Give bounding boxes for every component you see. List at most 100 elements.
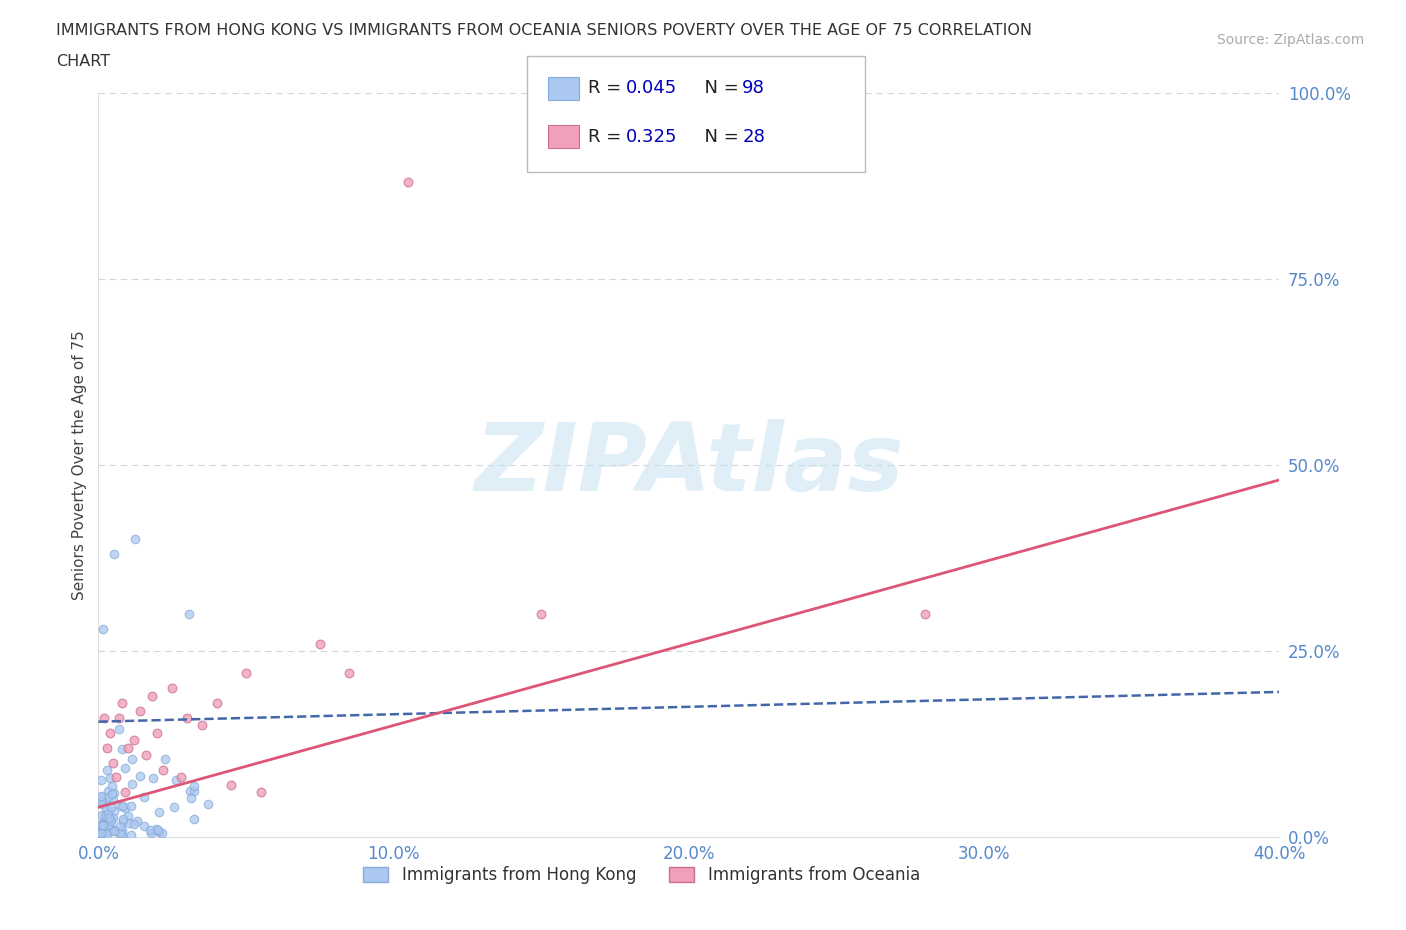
Point [97, 783, 120, 798]
Point [93, 817, 115, 832]
Point [101, 792, 124, 807]
Point [100, 800, 122, 815]
Text: Source: ZipAtlas.com: Source: ZipAtlas.com [1216, 33, 1364, 46]
Point [90, 793, 112, 808]
Point [914, 606, 936, 621]
Text: R =: R = [588, 79, 627, 98]
Point [90, 817, 112, 832]
Text: ZIPAtlas: ZIPAtlas [474, 419, 904, 511]
Point [152, 763, 174, 777]
Point [122, 733, 145, 748]
Point [97, 790, 120, 804]
Point [118, 816, 141, 830]
Point [110, 827, 132, 842]
Point [163, 800, 186, 815]
Text: N =: N = [693, 127, 745, 146]
Point [107, 722, 129, 737]
Point [90, 773, 112, 788]
Point [90, 826, 112, 841]
Point [148, 825, 170, 840]
Point [108, 818, 131, 833]
Point [148, 804, 170, 819]
Point [91, 817, 114, 832]
Point [97, 818, 120, 833]
Point [121, 751, 143, 766]
Point [114, 800, 136, 815]
Text: IMMIGRANTS FROM HONG KONG VS IMMIGRANTS FROM OCEANIA SENIORS POVERTY OVER THE AG: IMMIGRANTS FROM HONG KONG VS IMMIGRANTS … [56, 23, 1032, 38]
Point [162, 681, 183, 696]
Point [114, 761, 136, 776]
Point [98, 770, 121, 785]
Point [111, 742, 134, 757]
Point [120, 799, 142, 814]
Point [93, 711, 115, 725]
Point [97, 806, 120, 821]
Point [90, 825, 112, 840]
Point [98, 820, 121, 835]
Point [110, 828, 132, 843]
Point [309, 636, 332, 651]
Point [235, 666, 257, 681]
Point [94, 801, 117, 816]
Point [103, 755, 125, 770]
Point [94, 809, 117, 824]
Point [103, 804, 125, 818]
Point [141, 826, 163, 841]
Point [165, 772, 187, 787]
Point [135, 748, 157, 763]
Point [170, 770, 193, 785]
Point [530, 606, 553, 621]
Point [94, 826, 117, 841]
Point [91, 621, 114, 636]
Point [117, 740, 139, 755]
Point [129, 769, 152, 784]
Point [91, 815, 114, 830]
Point [101, 811, 124, 826]
Point [103, 786, 125, 801]
Text: R =: R = [588, 127, 627, 146]
Point [250, 785, 273, 800]
Point [94, 808, 117, 823]
Point [176, 711, 198, 725]
Point [97, 818, 120, 833]
Point [120, 828, 142, 843]
Point [127, 814, 149, 829]
Point [100, 813, 122, 828]
Text: 28: 28 [742, 127, 765, 146]
Point [90, 821, 112, 836]
Text: CHART: CHART [56, 54, 110, 69]
Point [146, 725, 169, 740]
Point [117, 808, 139, 823]
Point [179, 606, 201, 621]
Point [96, 827, 118, 842]
Point [100, 822, 122, 837]
Point [124, 817, 146, 831]
Point [148, 822, 170, 837]
Point [103, 822, 125, 837]
Point [108, 826, 131, 841]
Point [103, 547, 125, 562]
Text: 0.325: 0.325 [626, 127, 678, 146]
Point [100, 813, 122, 828]
Point [111, 696, 134, 711]
Point [141, 688, 163, 703]
Point [183, 779, 205, 794]
Point [98, 725, 121, 740]
Point [197, 796, 219, 811]
Point [339, 666, 361, 681]
Point [98, 810, 121, 825]
Point [90, 826, 112, 841]
Point [91, 817, 114, 831]
Point [183, 812, 205, 827]
Point [96, 740, 118, 755]
Point [100, 787, 122, 802]
Point [179, 791, 201, 806]
Point [191, 718, 214, 733]
Point [132, 818, 155, 833]
Point [98, 817, 121, 831]
Point [128, 703, 150, 718]
Point [110, 798, 132, 813]
Point [112, 812, 135, 827]
Point [90, 826, 112, 841]
Point [90, 826, 112, 841]
